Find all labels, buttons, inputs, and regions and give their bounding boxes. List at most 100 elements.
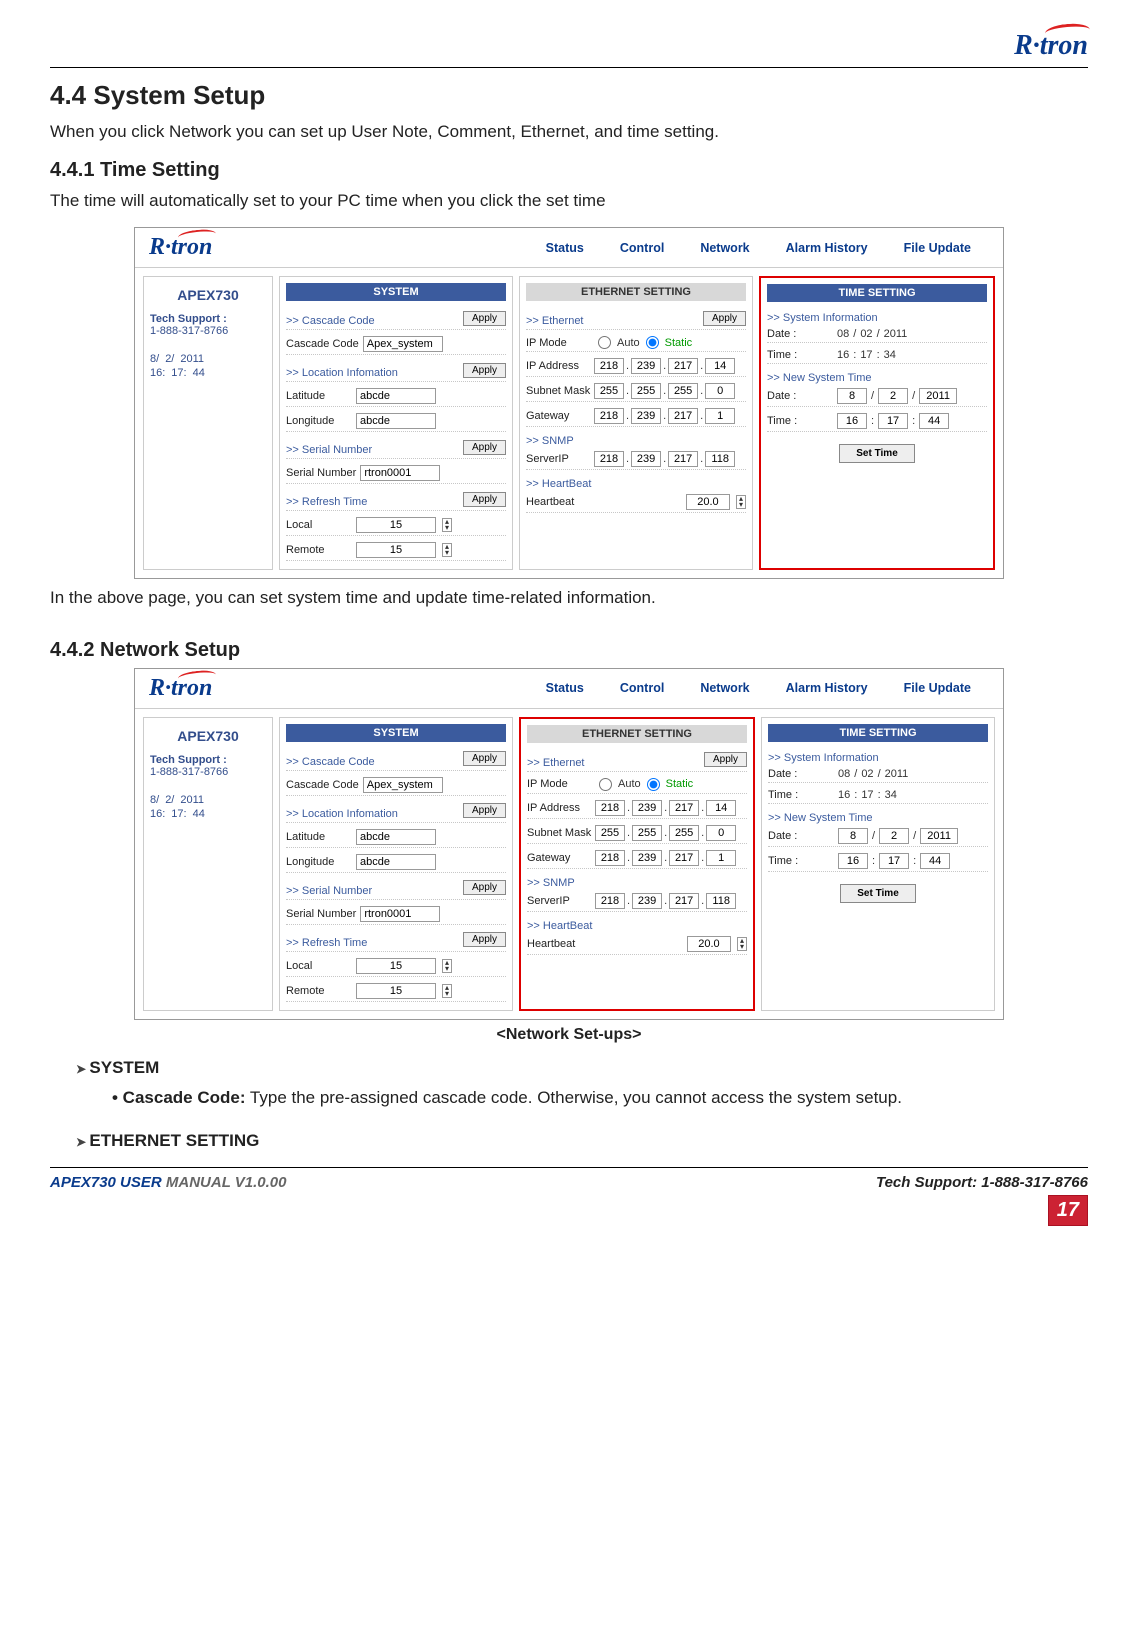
ethernet-apply-button-2[interactable]: Apply: [704, 752, 747, 767]
lat-input-2[interactable]: [356, 829, 436, 845]
g2[interactable]: [631, 408, 661, 424]
local-spinner-2[interactable]: ▴▾: [442, 959, 452, 973]
nd2[interactable]: [878, 388, 908, 404]
ip3[interactable]: [668, 358, 698, 374]
m4[interactable]: [705, 383, 735, 399]
local-input-2[interactable]: [356, 958, 436, 974]
local-spinner[interactable]: ▴▾: [442, 518, 452, 532]
time-setting-panel: TIME SETTING >> System Information Date …: [759, 276, 995, 570]
nt3[interactable]: [919, 413, 949, 429]
nav-status[interactable]: Status: [528, 238, 602, 258]
s2[interactable]: [631, 451, 661, 467]
time-setting-panel-2: TIME SETTING >> System Information Date …: [761, 717, 995, 1011]
ipmode-auto-radio[interactable]: [598, 336, 611, 349]
sidebar-2: APEX730 Tech Support : 1-888-317-8766 8/…: [143, 717, 273, 1011]
footer-manual: APEX730 USER MANUAL V1.0.00: [50, 1174, 286, 1191]
serial-input-2[interactable]: [360, 906, 440, 922]
subsection-time-intro: The time will automatically set to your …: [50, 188, 1088, 214]
nav-control[interactable]: Control: [602, 238, 682, 258]
m1[interactable]: [594, 383, 624, 399]
local-label: Local: [286, 519, 352, 531]
nt2[interactable]: [878, 413, 908, 429]
m3[interactable]: [668, 383, 698, 399]
g4[interactable]: [705, 408, 735, 424]
ethernet-apply-button[interactable]: Apply: [703, 311, 746, 326]
nav-file-update-2[interactable]: File Update: [886, 678, 989, 698]
location-apply-button[interactable]: Apply: [463, 363, 506, 378]
g3[interactable]: [668, 408, 698, 424]
sidebar-date: 8/2/2011: [150, 353, 266, 365]
g1[interactable]: [594, 408, 624, 424]
s3[interactable]: [668, 451, 698, 467]
refresh-apply-button-2[interactable]: Apply: [463, 932, 506, 947]
nav-network[interactable]: Network: [682, 238, 767, 258]
lon-input[interactable]: [356, 413, 436, 429]
tech-support-label: Tech Support :: [150, 313, 266, 325]
snmp-head: >> SNMP: [526, 435, 746, 447]
local-input[interactable]: [356, 517, 436, 533]
nav-status-2[interactable]: Status: [528, 678, 602, 698]
section-intro: When you click Network you can set up Us…: [50, 119, 1088, 145]
logo-text: R∙tron: [1014, 30, 1088, 62]
heartbeat-head: >> HeartBeat: [526, 478, 746, 490]
remote-input[interactable]: [356, 542, 436, 558]
ipmode-auto-radio-2[interactable]: [599, 778, 612, 791]
cascade-apply-button-2[interactable]: Apply: [463, 751, 506, 766]
sidebar-time: 16:17:44: [150, 367, 266, 379]
heartbeat-input-2[interactable]: [687, 936, 731, 952]
nav-alarm-history-2[interactable]: Alarm History: [768, 678, 886, 698]
page-logo: R∙tron: [50, 30, 1088, 62]
sidebar: APEX730 Tech Support : 1-888-317-8766 8/…: [143, 276, 273, 570]
ip1[interactable]: [594, 358, 624, 374]
cascade-input-2[interactable]: [363, 777, 443, 793]
ip2[interactable]: [631, 358, 661, 374]
lat-label: Latitude: [286, 390, 352, 402]
app-header-2: R∙tron Status Control Network Alarm Hist…: [135, 669, 1003, 709]
ip4[interactable]: [705, 358, 735, 374]
newtime-head: >> New System Time: [767, 372, 987, 384]
remote-input-2[interactable]: [356, 983, 436, 999]
s1[interactable]: [594, 451, 624, 467]
nd1[interactable]: [837, 388, 867, 404]
set-time-button[interactable]: Set Time: [839, 444, 915, 463]
set-time-button-2[interactable]: Set Time: [840, 884, 916, 903]
s4[interactable]: [705, 451, 735, 467]
lon-input-2[interactable]: [356, 854, 436, 870]
nav-file-update[interactable]: File Update: [886, 238, 989, 258]
bullet-ethernet: ETHERNET SETTING: [76, 1131, 1088, 1151]
nav-network-2[interactable]: Network: [682, 678, 767, 698]
nd3[interactable]: [919, 388, 957, 404]
ipaddr-label: IP Address: [526, 360, 592, 372]
remote-spinner-2[interactable]: ▴▾: [442, 984, 452, 998]
mask-label: Subnet Mask: [526, 385, 592, 397]
nt1[interactable]: [837, 413, 867, 429]
top-nav-2: Status Control Network Alarm History Fil…: [528, 678, 989, 698]
subsection-network-heading: 4.4.2 Network Setup: [50, 639, 1088, 662]
refresh-apply-button[interactable]: Apply: [463, 492, 506, 507]
location-apply-button-2[interactable]: Apply: [463, 803, 506, 818]
nav-alarm-history[interactable]: Alarm History: [768, 238, 886, 258]
serial-apply-button-2[interactable]: Apply: [463, 880, 506, 895]
m2[interactable]: [631, 383, 661, 399]
heartbeat-input[interactable]: [686, 494, 730, 510]
cascade-input[interactable]: [363, 336, 443, 352]
bullet-system: SYSTEM: [76, 1058, 1088, 1078]
lat-input[interactable]: [356, 388, 436, 404]
system-panel: SYSTEM >> Cascade CodeApply Cascade Code…: [279, 276, 513, 570]
nav-control-2[interactable]: Control: [602, 678, 682, 698]
sysinfo-head: >> System Information: [767, 312, 987, 324]
ipmode-static-radio[interactable]: [646, 336, 659, 349]
heartbeat-spinner[interactable]: ▴▾: [736, 495, 746, 509]
serial-apply-button[interactable]: Apply: [463, 440, 506, 455]
remote-spinner[interactable]: ▴▾: [442, 543, 452, 557]
footer: APEX730 USER MANUAL V1.0.00 Tech Support…: [50, 1167, 1088, 1191]
refresh-head: >> Refresh Time: [286, 496, 367, 508]
remote-label: Remote: [286, 544, 352, 556]
lon-label: Longitude: [286, 415, 352, 427]
serial-input[interactable]: [360, 465, 440, 481]
top-rule: [50, 67, 1088, 68]
ipmode-static-radio-2[interactable]: [647, 778, 660, 791]
ethernet-head: >> Ethernet: [526, 315, 584, 327]
cascade-apply-button[interactable]: Apply: [463, 311, 506, 326]
heartbeat-spinner-2[interactable]: ▴▾: [737, 937, 747, 951]
